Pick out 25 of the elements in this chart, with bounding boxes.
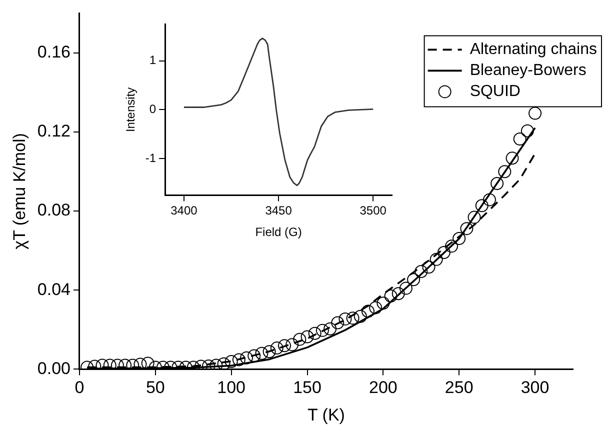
legend-label: SQUID [470,83,520,100]
y-tick-label: 0.12 [37,122,70,141]
legend-label: Alternating chains [470,41,597,58]
x-tick-label: 3450 [265,204,292,218]
y-tick-label: 0.00 [37,358,70,378]
y-tick-label: 0 [149,102,156,116]
x-tick-label: 50 [146,378,165,398]
y-tick-label: 0.08 [37,200,70,220]
x-tick-label: 150 [293,378,322,398]
x-tick-label: 100 [217,378,246,398]
y-axis-title: χT (emu K/mol) [10,133,29,250]
x-tick-label: 300 [520,378,550,398]
y-tick-label: -1 [145,150,156,165]
legend-label: Bleaney-Bowers [470,62,586,80]
x-tick-label: 3500 [360,204,387,218]
y-tick-label: 1 [149,53,156,68]
x-axis-title: Field (G) [255,225,302,240]
x-tick-label: 0 [74,378,84,398]
x-tick-label: 250 [444,378,474,398]
y-tick-label: 0.16 [37,42,70,62]
x-axis-title: T (K) [308,405,345,424]
x-tick-label: 200 [369,378,398,398]
y-axis-title: Intensity [124,87,138,132]
x-tick-label: 3400 [170,204,198,218]
y-tick-label: 0.04 [37,280,70,299]
